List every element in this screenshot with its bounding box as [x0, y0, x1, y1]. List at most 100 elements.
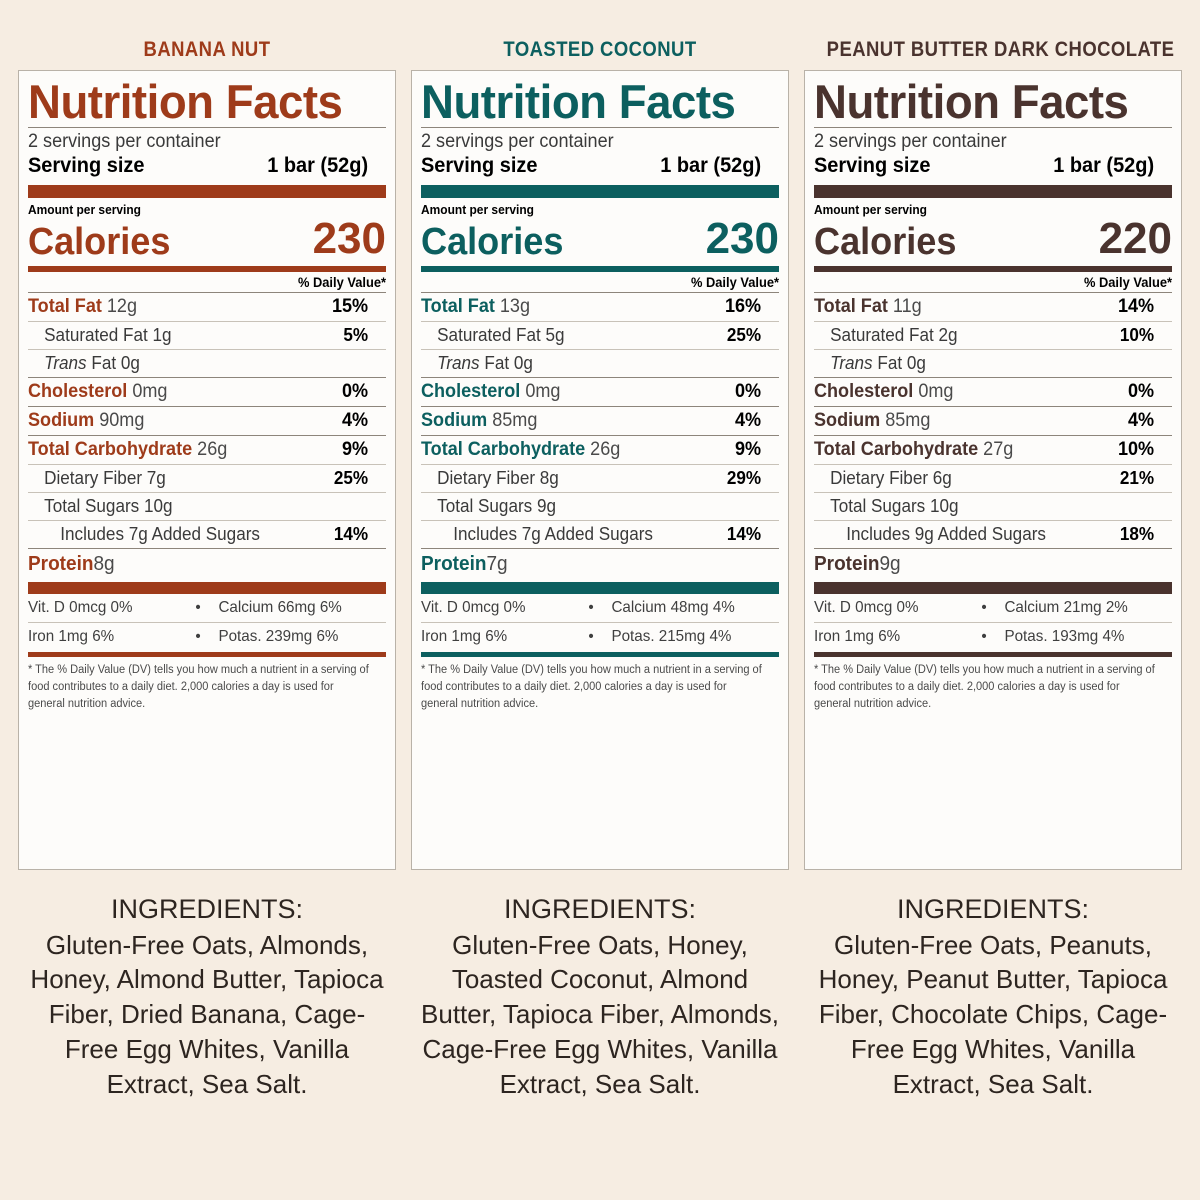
nutrient-name-text: Trans: [830, 352, 873, 373]
flavor-title: PEANUT BUTTER DARK CHOCOLATE: [826, 38, 1175, 61]
ingredients-section: INGREDIENTS: Gluten-Free Oats, Almonds, H…: [18, 892, 396, 1102]
divider: [421, 621, 779, 623]
nutrient-name-text: Saturated Fat: [44, 324, 148, 345]
vitamin-left: Iron 1mg 6%: [28, 627, 115, 645]
nutrient-name: Cholesterol 0mg: [28, 381, 167, 403]
serving-size-row: Serving size 1 bar (52g): [421, 154, 761, 183]
servings-per-container: 2 servings per container: [28, 130, 221, 152]
nutrient-amount: 10g: [929, 495, 959, 516]
nutrient-name-text: Dietary Fiber: [830, 467, 929, 488]
accent-bar-footer: [28, 651, 386, 657]
divider: [28, 320, 386, 322]
vitamin-row: Vit. D 0mcg 0% • Calcium 21mg 2%: [814, 594, 1154, 622]
nutrient-daily-value: 14%: [1117, 295, 1155, 317]
nutrient-daily-value: 5%: [343, 324, 369, 345]
divider: [814, 126, 1172, 128]
nutrient-name-text: Total Fat: [421, 295, 495, 317]
daily-value-header: % Daily Value*: [690, 273, 779, 290]
nutrient-row: Cholesterol 0mg 0%: [421, 378, 761, 406]
serving-size-label: Serving size: [814, 153, 931, 177]
divider: [814, 348, 1172, 350]
nutrient-name-text: Total Sugars: [44, 495, 140, 516]
nutrient-name-text: Total Carbohydrate: [814, 438, 979, 460]
divider: [28, 519, 386, 521]
divider: [421, 463, 779, 465]
protein-row: Protein9g: [814, 549, 1154, 580]
nutrient-amount: Fat 0g: [877, 352, 926, 373]
divider: [28, 291, 386, 293]
nutrient-name: Includes 7g Added Sugars: [453, 524, 653, 545]
amount-per-serving-label: Amount per serving: [421, 201, 534, 217]
nutrient-daily-value: 14%: [333, 523, 369, 544]
nutrient-row: Saturated Fat 1g 5%: [28, 322, 368, 349]
nutrient-daily-value: 4%: [735, 409, 762, 431]
nutrient-name-text: Cholesterol: [421, 380, 521, 402]
ingredients-body: Gluten-Free Oats, Peanuts, Honey, Peanut…: [818, 929, 1168, 1099]
nutrient-daily-value: 0%: [735, 380, 762, 402]
nutrient-row: Total Sugars 9g: [421, 493, 761, 520]
nutrient-amount: 11g: [892, 295, 922, 317]
vitamin-left: Vit. D 0mcg 0%: [814, 598, 919, 616]
daily-value-footnote: * The % Daily Value (DV) tells you how m…: [421, 663, 762, 711]
divider: [28, 434, 386, 436]
nutrient-name: Sodium 85mg: [814, 410, 930, 432]
daily-value-header: % Daily Value*: [297, 273, 386, 290]
calories-value: 230: [312, 213, 386, 263]
vitamin-left: Vit. D 0mcg 0%: [28, 598, 133, 616]
nutrient-amount: 85mg: [885, 409, 931, 431]
nutrient-daily-value: 15%: [331, 295, 369, 317]
calories-value: 230: [705, 213, 779, 263]
divider: [421, 519, 779, 521]
vitamin-right: Potas. 215mg 4%: [611, 627, 732, 645]
nutrient-amount: 12g: [106, 295, 138, 317]
divider: [421, 320, 779, 322]
nutrient-name-text: Dietary Fiber: [44, 467, 143, 488]
vitamin-row: Vit. D 0mcg 0% • Calcium 66mg 6%: [28, 594, 368, 622]
accent-bar-protein: [814, 581, 1172, 594]
protein-amount: 7g: [486, 552, 508, 575]
nutrient-row: Total Sugars 10g: [814, 493, 1154, 520]
nutrition-facts-title: Nutrition Facts: [28, 75, 343, 128]
servings-per-container: 2 servings per container: [421, 130, 614, 152]
nutrient-daily-value: 21%: [1119, 467, 1155, 488]
divider: [814, 376, 1172, 378]
divider: [421, 491, 779, 493]
nutrient-name: Saturated Fat 2g: [830, 325, 957, 346]
nutrition-facts-panel: Nutrition Facts 2 servings per container S…: [804, 70, 1182, 870]
divider: [28, 126, 386, 128]
serving-size-value: 1 bar (52g): [660, 153, 762, 177]
divider: [814, 547, 1172, 549]
bullet-icon: •: [981, 598, 987, 616]
nutrient-name: Sodium 90mg: [28, 410, 144, 432]
nutrient-row: Sodium 90mg 4%: [28, 407, 368, 435]
divider: [814, 491, 1172, 493]
nutrient-row: Trans Fat 0g: [814, 350, 1154, 377]
nutrient-amount: 2g: [938, 324, 958, 345]
nutrient-name-text: Saturated Fat: [830, 324, 934, 345]
bullet-icon: •: [195, 598, 201, 616]
nutrient-daily-value: 25%: [333, 467, 369, 488]
nutrient-daily-value: 9%: [735, 438, 762, 460]
ingredients-section: INGREDIENTS: Gluten-Free Oats, Peanuts, H…: [804, 892, 1182, 1102]
calories-row: Calories 220: [814, 216, 1172, 263]
vitamin-left: Iron 1mg 6%: [421, 627, 508, 645]
nutrition-facts-title: Nutrition Facts: [421, 75, 736, 128]
nutrient-amount: 85mg: [492, 409, 538, 431]
nutrient-name: Cholesterol 0mg: [814, 381, 953, 403]
bullet-icon: •: [981, 627, 987, 645]
ingredients-body: Gluten-Free Oats, Almonds, Honey, Almond…: [30, 929, 384, 1099]
divider: [814, 621, 1172, 623]
nutrient-daily-value: 9%: [342, 438, 369, 460]
nutrient-daily-value: 0%: [1128, 380, 1155, 402]
accent-bar-protein: [28, 581, 386, 594]
nutrition-column: PEANUT BUTTER DARK CHOCOLATE Nutrition Fa…: [804, 38, 1182, 1200]
nutrient-row: Dietary Fiber 8g 29%: [421, 465, 761, 492]
nutrient-name: Total Sugars 9g: [437, 496, 556, 517]
nutrient-name: Sodium 85mg: [421, 410, 537, 432]
accent-bar-medium: [28, 265, 386, 272]
divider: [814, 405, 1172, 407]
nutrient-amount: 7g: [146, 467, 166, 488]
calories-label: Calories: [28, 220, 171, 263]
nutrient-amount: 0mg: [918, 380, 954, 402]
accent-bar-footer: [814, 651, 1172, 657]
